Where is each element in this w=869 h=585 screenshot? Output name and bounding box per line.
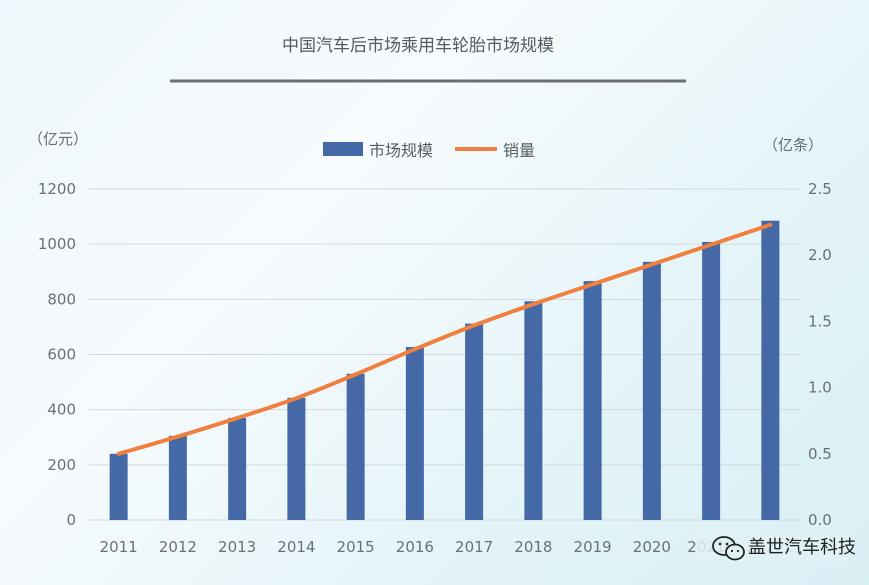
legend-bar-swatch xyxy=(323,142,363,156)
x-tick-label: 2013 xyxy=(218,538,256,556)
x-tick-label: 2017 xyxy=(455,538,493,556)
x-tick-label: 2012 xyxy=(159,538,197,556)
bar xyxy=(346,373,365,520)
right-tick-label: 1.0 xyxy=(808,379,832,397)
left-tick-label: 600 xyxy=(47,346,76,364)
bar xyxy=(761,220,780,521)
legend: 市场规模 销量 xyxy=(323,141,535,160)
left-tick-label: 800 xyxy=(47,290,76,308)
watermark: 盖世汽车科技 xyxy=(697,532,856,562)
x-tick-label: 2018 xyxy=(514,538,552,556)
x-tick-label: 2011 xyxy=(100,538,138,556)
x-axis: 2011 2012 2013 2014 2015 2016 2017 2018 2019 2020… xyxy=(100,538,795,556)
left-tick-label: 1000 xyxy=(38,235,76,253)
bar xyxy=(524,301,543,520)
bar xyxy=(702,241,721,520)
bar xyxy=(168,435,187,520)
left-tick-label: 400 xyxy=(47,401,76,419)
right-tick-label: 0.5 xyxy=(808,445,832,463)
line-series xyxy=(116,222,773,456)
x-tick-label: 2016 xyxy=(396,538,434,556)
bar xyxy=(642,261,661,520)
left-tick-label: 200 xyxy=(47,456,76,474)
right-axis: 0.0 0.5 1.0 1.5 2.0 2.5 xyxy=(808,180,832,529)
right-tick-label: 2.0 xyxy=(808,246,832,264)
legend-line-label: 销量 xyxy=(503,141,535,160)
bar xyxy=(109,453,128,520)
gridlines xyxy=(89,188,800,521)
wechat-icon xyxy=(712,536,745,561)
x-tick-label: 2015 xyxy=(337,538,375,556)
left-tick-label: 0 xyxy=(66,511,76,529)
watermark-text: 盖世汽车科技 xyxy=(748,537,856,558)
sales-line xyxy=(116,222,773,456)
left-axis-unit: （亿元） xyxy=(28,130,88,148)
chart-title: 中国汽车后市场乘用车轮胎市场规模 xyxy=(282,36,554,56)
bar xyxy=(405,347,424,520)
bar xyxy=(583,281,602,520)
right-tick-label: 0.0 xyxy=(808,511,832,529)
right-axis-unit: （亿条） xyxy=(763,136,823,154)
bar xyxy=(287,397,306,520)
x-tick-label: 2020 xyxy=(633,538,671,556)
x-tick-label: 2019 xyxy=(574,538,612,556)
bar-series xyxy=(109,220,780,521)
left-axis: 0 200 400 600 800 1000 1200 xyxy=(38,180,76,529)
right-tick-label: 2.5 xyxy=(808,180,832,198)
left-tick-label: 1200 xyxy=(38,180,76,198)
legend-bar-label: 市场规模 xyxy=(369,141,433,160)
bar xyxy=(465,323,484,520)
x-tick-label: 2014 xyxy=(277,538,315,556)
right-tick-label: 1.5 xyxy=(808,312,832,330)
bar xyxy=(228,417,247,520)
